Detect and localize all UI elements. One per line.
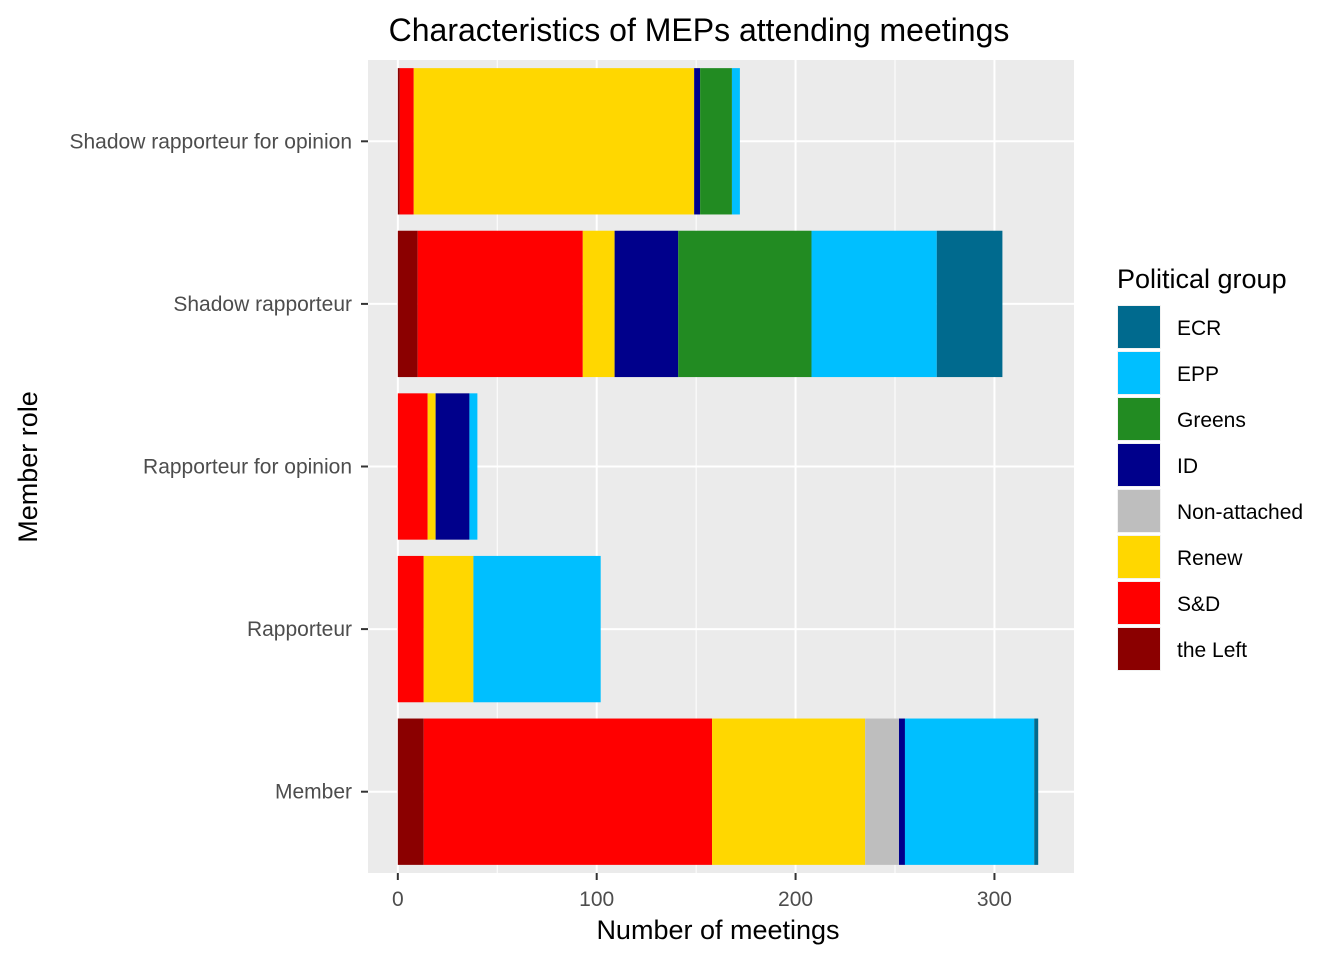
legend-key-swatch: [1118, 444, 1160, 486]
bar-segment: [428, 393, 436, 539]
bar-segment: [414, 68, 694, 214]
bar-segment: [694, 68, 700, 214]
y-axis: Shadow rapporteur for opinion Shadow rapp…: [69, 130, 368, 803]
bar-segment: [937, 231, 1003, 377]
bar-segment: [398, 68, 400, 214]
legend-label: ID: [1177, 455, 1198, 478]
bar-segment: [398, 556, 424, 702]
x-tick-label: 200: [778, 888, 813, 911]
legend: Political group ECR EPP Greens ID Non-attach…: [1117, 264, 1303, 671]
chart-title: Characteristics of MEPs attending meetin…: [389, 12, 1010, 48]
bar-segment: [398, 231, 418, 377]
bar-segment: [700, 68, 732, 214]
legend-label: EPP: [1177, 363, 1219, 386]
x-tick-label: 100: [579, 888, 614, 911]
y-axis-title: Member role: [13, 391, 43, 543]
y-tick-label: Rapporteur: [247, 618, 352, 641]
legend-label: Non-attached: [1177, 501, 1303, 524]
bar-segment: [469, 393, 477, 539]
bar-segment: [1034, 719, 1038, 865]
bar-segment: [678, 231, 811, 377]
y-tick-label: Shadow rapporteur for opinion: [69, 130, 352, 153]
bar-segment: [732, 68, 740, 214]
legend-label: S&D: [1177, 593, 1220, 616]
legend-key-swatch: [1118, 490, 1160, 532]
bar-segment: [400, 68, 414, 214]
x-axis: 0 100 200 300: [392, 873, 1012, 911]
legend-key-swatch: [1118, 306, 1160, 348]
y-tick-label: Shadow rapporteur: [173, 293, 352, 316]
legend-label: Renew: [1177, 547, 1243, 570]
x-tick-label: 300: [977, 888, 1012, 911]
x-tick-label: 0: [392, 888, 404, 911]
bar-segment: [583, 231, 615, 377]
bar-segment: [712, 719, 865, 865]
x-axis-title: Number of meetings: [596, 915, 839, 945]
legend-key-swatch: [1118, 398, 1160, 440]
bar-segment: [905, 719, 1034, 865]
bar-segment: [398, 393, 428, 539]
bar-segment: [865, 719, 899, 865]
legend-key-swatch: [1118, 628, 1160, 670]
legend-label: ECR: [1177, 317, 1221, 340]
bar-segment: [418, 231, 583, 377]
bar-segment: [811, 231, 936, 377]
legend-label: the Left: [1177, 639, 1247, 662]
bar-segment: [899, 719, 905, 865]
y-tick-label: Rapporteur for opinion: [143, 456, 352, 479]
legend-label: Greens: [1177, 409, 1246, 432]
legend-title: Political group: [1117, 264, 1287, 294]
legend-key-swatch: [1118, 582, 1160, 624]
bar-segment: [424, 556, 474, 702]
bar-segment: [424, 719, 712, 865]
bar-segment: [436, 393, 470, 539]
bar-segment: [473, 556, 600, 702]
legend-key-swatch: [1118, 536, 1160, 578]
bar-segment: [615, 231, 679, 377]
legend-key-swatch: [1118, 352, 1160, 394]
bar-segment: [398, 719, 424, 865]
y-tick-label: Member: [275, 781, 352, 804]
